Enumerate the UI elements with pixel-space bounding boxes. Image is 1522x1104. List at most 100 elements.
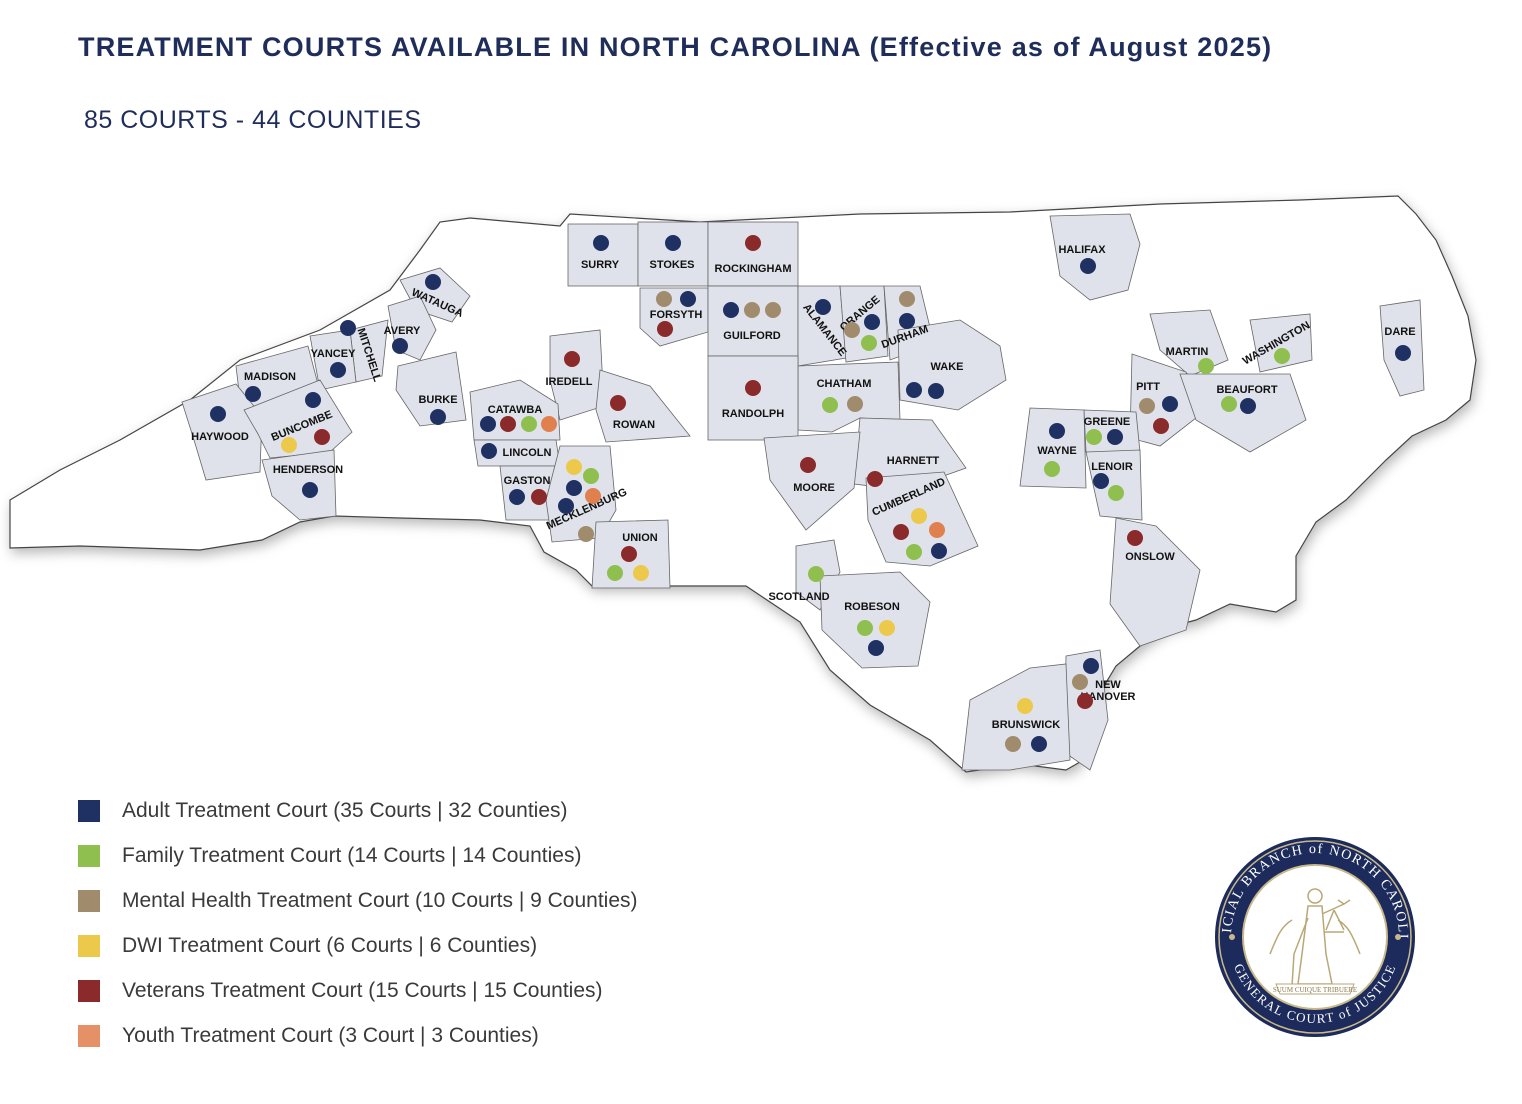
court-dot-robeson-dwi (879, 620, 895, 636)
court-dot-rowan-veterans (610, 395, 626, 411)
court-dot-pitt-adult (1162, 396, 1178, 412)
county-label-greene: GREENE (1084, 416, 1130, 428)
county-label-robeson: ROBESON (844, 601, 900, 613)
court-markers (210, 235, 1411, 752)
court-dot-catawba-family (521, 416, 537, 432)
court-dot-greene-adult (1107, 429, 1123, 445)
county-yancey (309, 329, 357, 391)
county-label-union: UNION (622, 532, 658, 544)
court-dot-cumberland-dwi (911, 508, 927, 524)
county-haywood (181, 383, 263, 481)
court-dot-cumberland-adult (931, 543, 947, 559)
court-dot-cumberland-family (906, 544, 922, 560)
legend-label: Adult Treatment Court (35 Courts | 32 Co… (122, 798, 568, 822)
county-label-stokes: STOKES (649, 259, 694, 271)
county-label-catawba: CATAWBA (488, 404, 543, 416)
court-dot-pitt-veterans (1153, 418, 1169, 434)
court-dot-mitchell-adult (340, 320, 356, 336)
court-dot-brunswick-mental (1005, 736, 1021, 752)
court-dot-washington-family (1274, 348, 1290, 364)
court-dot-lenoir-family (1108, 485, 1124, 501)
court-dot-cumberland-youth (929, 522, 945, 538)
court-dot-yancey-adult (330, 362, 346, 378)
county-onslow (1109, 517, 1201, 647)
court-dot-martin-family (1198, 358, 1214, 374)
county-label-gaston: GASTON (504, 475, 551, 487)
county-label-wake: WAKE (931, 361, 964, 373)
court-dot-watauga-adult (425, 274, 441, 290)
court-dot-surry-adult (593, 235, 609, 251)
county-label-pitt: PITT (1136, 381, 1160, 393)
county-robeson (819, 571, 931, 669)
county-label-martin: MARTIN (1166, 346, 1209, 358)
legend-label: Veterans Treatment Court (15 Courts | 15… (122, 978, 603, 1002)
court-dot-guilford-mental (765, 302, 781, 318)
county-rockingham (707, 221, 799, 287)
court-dot-forsyth-adult (680, 291, 696, 307)
map-subtitle: 85 COURTS - 44 COUNTIES (84, 106, 422, 134)
court-dot-lenoir-adult (1093, 473, 1109, 489)
county-surry (567, 223, 639, 287)
court-dot-lincoln-adult (481, 443, 497, 459)
court-dot-catawba-veterans (500, 416, 516, 432)
legend-item-adult: Adult Treatment Court (35 Courts | 32 Co… (78, 788, 638, 833)
court-dot-union-dwi (633, 565, 649, 581)
county-label-moore: MOORE (793, 482, 835, 494)
county-label-iredell: IREDELL (545, 376, 592, 388)
court-dot-buncombe-veterans (314, 429, 330, 445)
court-dot-greene-family (1086, 429, 1102, 445)
court-dot-cumberland-veterans (893, 524, 909, 540)
county-label-randolph: RANDOLPH (722, 408, 784, 420)
county-label-lenoir: LENOIR (1091, 461, 1133, 473)
court-dot-onslow-veterans (1127, 530, 1143, 546)
county-label-lincoln: LINCOLN (503, 447, 552, 459)
county-washington (1249, 313, 1313, 373)
court-dot-buncombe-adult (305, 392, 321, 408)
court-dot-henderson-adult (302, 482, 318, 498)
court-dot-new-hanover-mental (1072, 674, 1088, 690)
court-dot-gaston-veterans (531, 489, 547, 505)
seal-motto: SUUM CUIQUE TRIBUERE (1273, 986, 1357, 994)
legend-label: Mental Health Treatment Court (10 Courts… (122, 888, 638, 912)
legend-item-dwi: DWI Treatment Court (6 Courts | 6 Counti… (78, 923, 638, 968)
county-label-madison: MADISON (244, 371, 296, 383)
legend-label: DWI Treatment Court (6 Courts | 6 Counti… (122, 933, 538, 957)
county-label-scotland: SCOTLAND (768, 591, 829, 603)
court-dot-wayne-family (1044, 461, 1060, 477)
court-dot-guilford-adult (723, 302, 739, 318)
court-dot-mecklenburg-adult (558, 498, 574, 514)
legend-swatch-youth (78, 1024, 100, 1047)
legend-swatch-family (78, 844, 100, 867)
court-dot-gaston-adult (509, 489, 525, 505)
court-dot-durham-adult (899, 313, 915, 329)
county-label-guilford: GUILFORD (723, 330, 780, 342)
county-label-rowan: ROWAN (613, 419, 655, 431)
court-dot-stokes-adult (665, 235, 681, 251)
legend-swatch-mental-health (78, 889, 100, 912)
county-henderson (261, 449, 337, 521)
county-lenoir (1085, 449, 1143, 521)
court-dot-orange-mental (844, 322, 860, 338)
court-dot-pitt-mental (1139, 398, 1155, 414)
court-dot-union-family (607, 565, 623, 581)
legend-swatch-veterans (78, 979, 100, 1002)
seal-inner-disc (1242, 864, 1388, 1010)
court-dot-alamance-adult (815, 299, 831, 315)
court-dot-harnett-veterans (867, 471, 883, 487)
county-beaufort (1179, 373, 1307, 453)
court-dot-beaufort-adult (1240, 398, 1256, 414)
county-label-henderson: HENDERSON (273, 464, 343, 476)
court-dot-new-hanover-adult (1083, 658, 1099, 674)
legend-item-youth: Youth Treatment Court (3 Court | 3 Count… (78, 1013, 638, 1058)
map-title: TREATMENT COURTS AVAILABLE IN NORTH CARO… (78, 32, 1273, 62)
court-dot-catawba-adult (480, 416, 496, 432)
court-dot-guilford-mental (744, 302, 760, 318)
court-dot-chatham-family (822, 397, 838, 413)
county-halifax (1049, 213, 1141, 301)
county-label-halifax: HALIFAX (1058, 244, 1106, 256)
legend-item-mental-health: Mental Health Treatment Court (10 Courts… (78, 878, 638, 923)
legend-label: Youth Treatment Court (3 Court | 3 Count… (122, 1023, 539, 1047)
court-dot-buncombe-dwi (281, 437, 297, 453)
court-dot-robeson-adult (868, 640, 884, 656)
